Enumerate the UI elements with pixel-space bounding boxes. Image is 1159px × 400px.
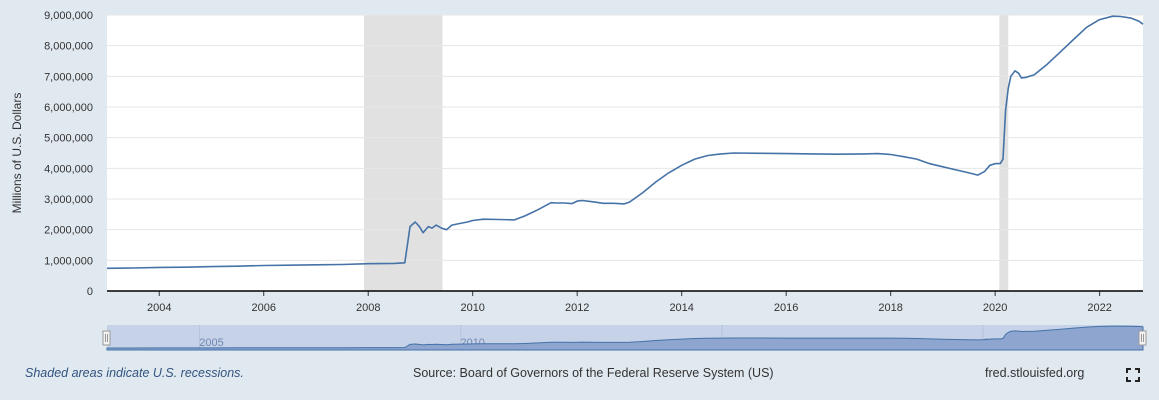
chart: 0 1,000,000 2,000,000 3,000,000 4,000,000 5,0… <box>10 10 1147 351</box>
x-tick-labels: 2004 2006 2008 2010 2012 2014 2016 2018 2020 2022 <box>147 291 1112 314</box>
x-tick-label: 2020 <box>983 302 1007 314</box>
y-tick-label: 2,000,000 <box>44 225 93 237</box>
y-tick-label: 0 <box>87 286 93 298</box>
x-tick-label: 2012 <box>565 302 589 314</box>
x-tick-label: 2004 <box>147 302 171 314</box>
source-text: Source: Board of Governors of the Federa… <box>413 366 774 380</box>
x-tick-label: 2014 <box>669 302 693 314</box>
x-tick-label: 2022 <box>1087 302 1111 314</box>
y-axis-label: Millions of U.S. Dollars <box>10 93 24 214</box>
fullscreen-icon[interactable] <box>1126 368 1140 382</box>
plot-background <box>107 15 1143 291</box>
navigator-right-handle[interactable] <box>1138 330 1147 346</box>
y-tick-label: 5,000,000 <box>44 133 93 145</box>
y-tick-label: 6,000,000 <box>44 102 93 114</box>
y-tick-label: 1,000,000 <box>44 255 93 267</box>
site-link[interactable]: fred.stlouisfed.org <box>985 366 1085 380</box>
x-tick-label: 2010 <box>460 302 484 314</box>
y-gridlines <box>107 14 1143 261</box>
navigator-area <box>106 325 1144 351</box>
y-tick-label: 7,000,000 <box>44 71 93 83</box>
recession-band <box>364 15 443 291</box>
x-tick-label: 2006 <box>251 302 275 314</box>
y-tick-label: 9,000,000 <box>44 10 93 22</box>
series-line <box>106 15 1144 270</box>
x-tick-label: 2016 <box>774 302 798 314</box>
x-tick-label: 2018 <box>878 302 902 314</box>
navigator-tick-label: 2005 <box>199 337 223 349</box>
y-tick-label: 4,000,000 <box>44 163 93 175</box>
y-tick-label: 8,000,000 <box>44 41 93 53</box>
y-tick-label: 3,000,000 <box>44 194 93 206</box>
navigator[interactable]: 2005201020152020 <box>102 325 1147 351</box>
y-tick-labels: 0 1,000,000 2,000,000 3,000,000 4,000,000 5,0… <box>44 10 93 298</box>
navigator-left-handle[interactable] <box>102 330 111 346</box>
recession-note: Shaded areas indicate U.S. recessions. <box>25 366 244 380</box>
x-tick-label: 2008 <box>356 302 380 314</box>
